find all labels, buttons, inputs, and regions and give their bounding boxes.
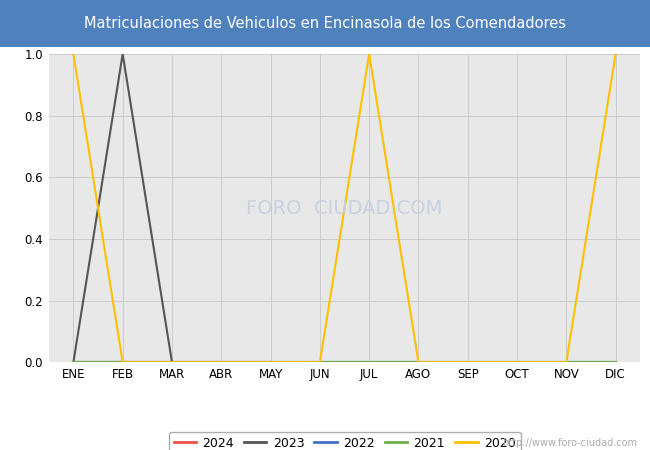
Legend: 2024, 2023, 2022, 2021, 2020: 2024, 2023, 2022, 2021, 2020	[168, 432, 521, 450]
Text: Matriculaciones de Vehiculos en Encinasola de los Comendadores: Matriculaciones de Vehiculos en Encinaso…	[84, 16, 566, 31]
Text: http://www.foro-ciudad.com: http://www.foro-ciudad.com	[502, 438, 637, 448]
Text: FORO  CIUDAD.COM: FORO CIUDAD.COM	[246, 198, 443, 218]
